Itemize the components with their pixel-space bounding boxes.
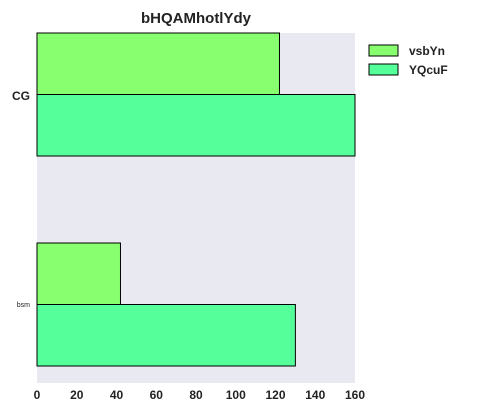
x-tick-label: 160 xyxy=(345,388,365,402)
x-tick-label: 60 xyxy=(150,388,164,402)
legend-label: YQcuF xyxy=(409,63,448,77)
bar-vsbYn-bsm xyxy=(36,242,121,305)
y-tick-labels: CG bsm xyxy=(12,89,30,309)
x-tick-label: 40 xyxy=(110,388,124,402)
x-tick-labels: 0 20 40 60 80 100 120 140 160 xyxy=(34,388,366,402)
bar-YQcuF-bsm xyxy=(36,304,296,367)
bars-layer xyxy=(36,32,356,367)
legend-label: vsbYn xyxy=(409,44,445,58)
x-tick-label: 20 xyxy=(70,388,84,402)
y-tick-label: bsm xyxy=(17,302,30,309)
y-tick-label: CG xyxy=(12,89,30,103)
x-tick-label: 140 xyxy=(305,388,325,402)
x-tick-label: 0 xyxy=(34,388,41,402)
legend-swatch-vsbYn xyxy=(368,44,399,57)
chart-title: bHQAMhotlYdy xyxy=(141,10,252,27)
x-tick-label: 100 xyxy=(226,388,246,402)
x-tick-label: 120 xyxy=(265,388,285,402)
legend: vsbYn YQcuF xyxy=(368,44,448,77)
legend-swatch-YQcuF xyxy=(368,63,399,76)
x-tick-label: 80 xyxy=(189,388,203,402)
bar-vsbYn-CG xyxy=(36,32,280,95)
bar-YQcuF-CG xyxy=(36,94,356,157)
